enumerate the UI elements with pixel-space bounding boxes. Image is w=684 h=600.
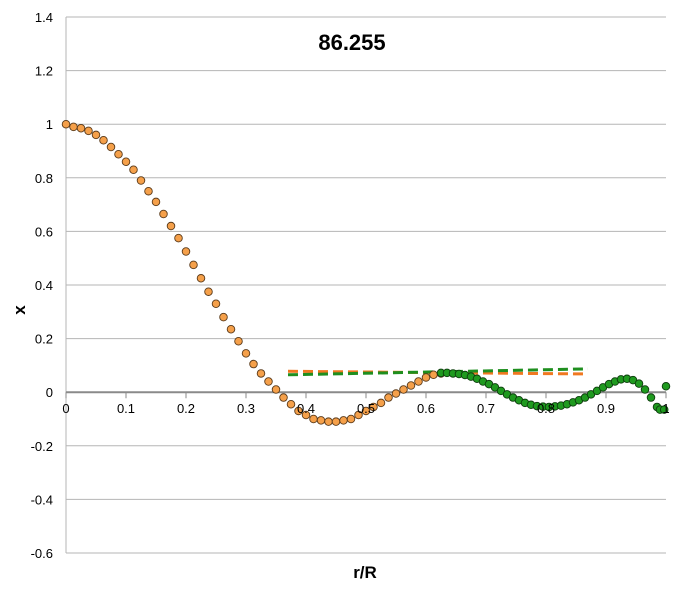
orange-data-point [361, 406, 371, 416]
x-tick-label: 0.6 [417, 401, 435, 416]
orange-data-point [309, 414, 318, 424]
y-tick-label: -0.2 [31, 439, 53, 454]
orange-data-point [204, 287, 213, 296]
orange-data-point [61, 119, 71, 129]
y-tick-label: 1.4 [35, 10, 53, 25]
orange-data-point [211, 299, 221, 309]
orange-data-point [346, 414, 356, 424]
orange-data-point [286, 400, 296, 409]
green-data-point [640, 385, 650, 394]
orange-data-point [106, 142, 116, 152]
x-tick-label: 0.8 [537, 401, 555, 416]
gridlines [66, 16, 666, 554]
orange-data-point [414, 377, 423, 386]
orange-data-point [399, 385, 408, 394]
x-tick-label: 1 [662, 401, 669, 416]
y-axis-label: x [10, 305, 29, 315]
y-tick-label: 0.8 [35, 171, 53, 186]
y-tick-label: 0.4 [35, 278, 53, 293]
orange-data-point [264, 377, 273, 386]
orange-data-point [76, 123, 86, 133]
y-tick-label: 1.2 [35, 64, 53, 79]
orange-data-point [294, 406, 303, 416]
orange-data-point [144, 186, 153, 196]
orange-data-point [121, 157, 131, 166]
x-axis-label: r/R [353, 563, 377, 582]
x-tick-label: 0.5 [357, 401, 375, 416]
y-tick-label: -0.6 [31, 546, 53, 561]
green-data-point [661, 382, 671, 391]
orange-data-point [226, 324, 236, 334]
orange-data-point [301, 410, 311, 420]
orange-data-point [166, 221, 176, 231]
orange-data-point [129, 165, 138, 175]
orange-data-point [249, 359, 258, 369]
orange-data-point [219, 312, 228, 322]
y-tick-label: 0.6 [35, 224, 53, 239]
orange-data-point [331, 417, 341, 426]
orange-data-point [271, 385, 281, 394]
orange-data-point [69, 122, 78, 132]
orange-data-point [354, 410, 363, 420]
orange-data-point [421, 373, 431, 382]
data-points [61, 119, 671, 426]
axes [65, 17, 667, 553]
tick-labels: -0.6 -0.4 -0.2 0 0.2 0.4 0.6 0.8 1 1.2 1.4 0 0.1 0.2 0… [31, 10, 670, 561]
orange-data-point [241, 349, 251, 358]
orange-data-point [324, 417, 333, 426]
orange-data-point [279, 393, 288, 402]
orange-data-point [196, 274, 206, 283]
orange-data-point [99, 136, 108, 145]
orange-data-point [256, 369, 266, 378]
green-data-point [634, 379, 644, 388]
orange-data-point [91, 130, 101, 140]
x-tick-label: 0.9 [597, 401, 615, 416]
x-tick-label: 0.2 [177, 401, 195, 416]
chart-title: 86.255 [318, 30, 385, 55]
orange-data-point [84, 126, 93, 136]
orange-data-point [234, 337, 243, 346]
y-tick-label: 0.2 [35, 332, 53, 347]
y-tick-label: 1 [46, 117, 53, 132]
y-tick-label: 0 [46, 385, 53, 400]
orange-data-point [369, 402, 378, 412]
orange-data-point [189, 260, 198, 270]
x-tick-label: 0.3 [237, 401, 255, 416]
orange-data-point [429, 370, 438, 380]
green-data-point [646, 393, 656, 402]
orange-data-point [151, 197, 161, 207]
orange-data-point [406, 381, 416, 390]
x-tick-label: 0 [62, 401, 69, 416]
y-tick-label: -0.4 [31, 492, 53, 507]
orange-data-point [339, 416, 348, 425]
orange-data-point [384, 393, 393, 402]
orange-data-point [391, 389, 401, 398]
orange-data-point [376, 398, 386, 408]
orange-data-point [316, 416, 326, 425]
x-tick-label: 0.7 [477, 401, 495, 416]
orange-data-point [174, 233, 183, 243]
orange-data-point [159, 209, 168, 219]
orange-data-point [136, 176, 146, 185]
x-tick-label: 0.1 [117, 401, 135, 416]
orange-data-point [114, 149, 123, 159]
x-tick-label: 0.4 [297, 401, 315, 416]
green-data-point [659, 405, 669, 414]
orange-data-point [181, 247, 191, 256]
